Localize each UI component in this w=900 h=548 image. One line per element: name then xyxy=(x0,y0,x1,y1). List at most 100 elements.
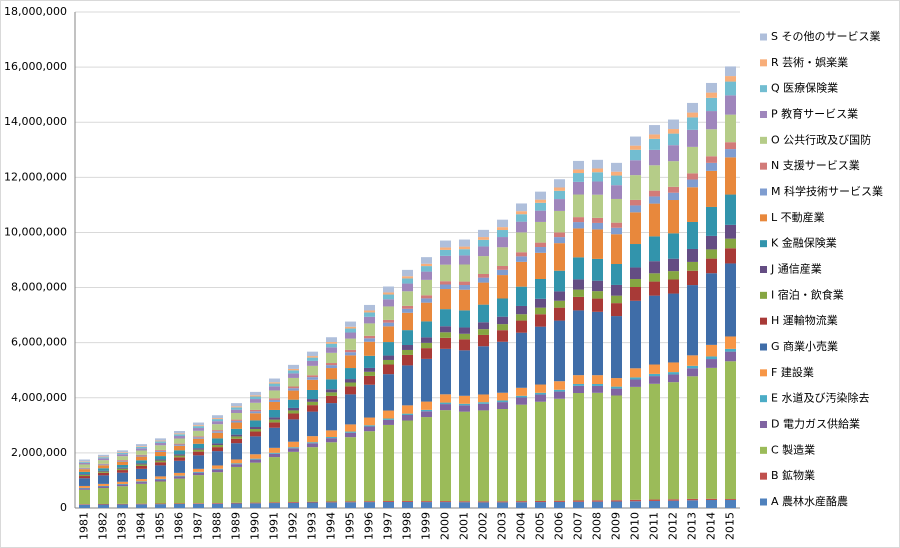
bar-segment xyxy=(611,386,622,389)
bar-segment xyxy=(535,202,546,211)
bar-segment xyxy=(212,468,223,470)
bar-segment xyxy=(421,342,432,349)
bar-segment xyxy=(269,417,280,420)
legend-label: R 芸術・娯楽業 xyxy=(771,55,848,69)
bar-segment xyxy=(592,311,603,376)
bar-segment xyxy=(98,485,109,487)
bar-segment xyxy=(174,430,185,434)
bar-segment xyxy=(421,411,432,418)
bar-segment xyxy=(478,502,489,508)
bar-segment xyxy=(231,434,242,437)
bar-segment xyxy=(459,255,470,265)
bar-segment xyxy=(364,384,375,418)
bar-segment xyxy=(364,367,375,372)
bar-segment xyxy=(440,284,451,290)
legend-label: P 教育サービス業 xyxy=(771,107,858,121)
bar-segment xyxy=(193,451,204,456)
bar-segment xyxy=(231,464,242,467)
x-tick-label: 2010 xyxy=(629,512,642,540)
x-tick-label: 2012 xyxy=(667,512,680,540)
bar-segment xyxy=(288,399,299,408)
bar-segment xyxy=(364,501,375,503)
bar-segment xyxy=(725,114,736,143)
bar-segment xyxy=(231,443,242,460)
bar-segment xyxy=(155,460,166,463)
legend-swatch xyxy=(760,85,767,93)
bar-segment xyxy=(535,210,546,222)
bar-segment xyxy=(193,430,204,437)
bar-segment xyxy=(440,247,451,250)
bar-segment xyxy=(79,462,90,465)
bar-segment xyxy=(288,448,299,452)
bar-segment xyxy=(402,312,413,331)
bar-segment xyxy=(478,304,489,323)
bar-segment xyxy=(136,481,147,483)
bar-segment xyxy=(250,436,261,455)
bar-segment xyxy=(288,413,299,420)
bar-segment xyxy=(136,504,147,508)
bar-segment xyxy=(573,279,584,290)
bar-segment xyxy=(592,168,603,173)
y-tick-label: 8,000,000 xyxy=(11,281,67,294)
bar-segment xyxy=(345,349,356,353)
bar-segment xyxy=(79,471,90,475)
bar-segment xyxy=(725,66,736,77)
bar-segment xyxy=(136,444,147,447)
bar-segment xyxy=(611,171,622,176)
bar-segment xyxy=(421,417,432,502)
bar-segment xyxy=(174,450,185,455)
bar-segment xyxy=(573,173,584,182)
bar-segment xyxy=(402,305,413,309)
x-tick-label: 1998 xyxy=(401,512,414,540)
bar-segment xyxy=(288,364,299,369)
bar-segment xyxy=(364,431,375,502)
bar-segment xyxy=(725,81,736,96)
bar-segment xyxy=(592,181,603,195)
bar-segment xyxy=(288,501,299,503)
bar-segment xyxy=(326,403,337,431)
legend-swatch xyxy=(760,446,767,454)
bar-segment xyxy=(269,383,280,387)
bar-segment xyxy=(535,278,546,299)
bar-segment xyxy=(117,484,128,487)
bar-segment xyxy=(592,229,603,259)
bar-segment xyxy=(383,286,394,293)
x-tick-label: 1989 xyxy=(230,512,243,540)
bar-segment xyxy=(535,500,546,503)
bar-segment xyxy=(668,382,679,500)
bar-segment xyxy=(193,428,204,431)
bar-segment xyxy=(288,410,299,414)
legend-label: S その他のサービス業 xyxy=(771,30,880,43)
bar-segment xyxy=(288,370,299,374)
bar-segment xyxy=(421,302,432,322)
x-tick-label: 1982 xyxy=(97,512,110,540)
bar-segment xyxy=(136,483,147,504)
bar-segment xyxy=(155,503,166,505)
bar-segment xyxy=(554,500,565,502)
bar-segment xyxy=(383,374,394,411)
bar-segment xyxy=(554,381,565,390)
bar-segment xyxy=(554,190,565,200)
bar-segment xyxy=(440,309,451,327)
x-tick-label: 1988 xyxy=(211,512,224,540)
bar-segment xyxy=(440,394,451,403)
legend-label: B 鉱物業 xyxy=(771,468,815,482)
bar-segment xyxy=(250,420,261,428)
bar-segment xyxy=(421,348,432,359)
bar-segment xyxy=(402,278,413,284)
bar-segment xyxy=(174,472,185,476)
bar-segment xyxy=(383,501,394,508)
bar-segment xyxy=(421,279,432,296)
bar-segment xyxy=(345,431,356,433)
bar-segment xyxy=(307,436,318,443)
bar-segment xyxy=(706,356,717,360)
bar-segment xyxy=(231,412,242,420)
bar-segment xyxy=(725,194,736,225)
bar-segment xyxy=(269,399,280,402)
bar-segment xyxy=(611,198,622,223)
bar-segment xyxy=(687,129,698,147)
bar-segment xyxy=(193,475,204,504)
bar-segment xyxy=(687,270,698,286)
bar-segment xyxy=(250,396,261,400)
bar-segment xyxy=(307,375,318,378)
